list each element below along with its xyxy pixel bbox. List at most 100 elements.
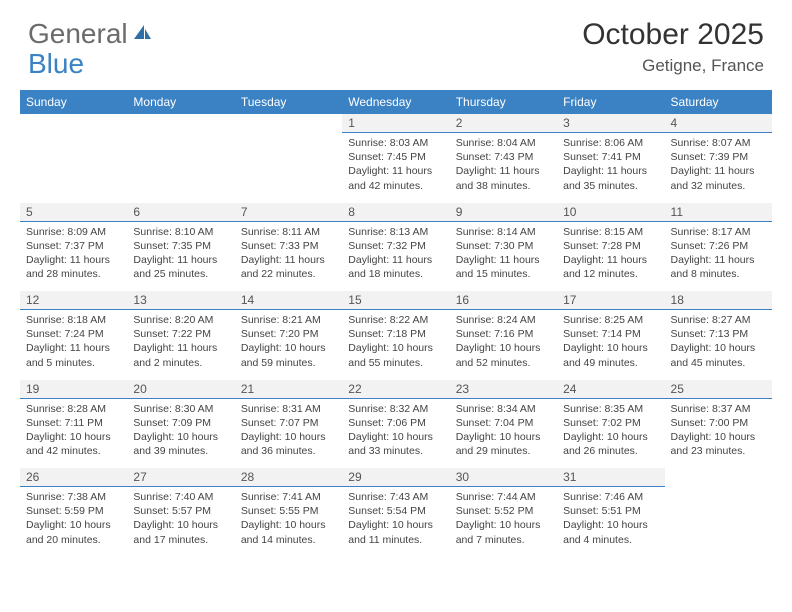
daylight-line-1: Daylight: 10 hours xyxy=(348,518,443,532)
daylight-line-1: Daylight: 10 hours xyxy=(348,341,443,355)
daylight-line-1: Daylight: 10 hours xyxy=(26,430,121,444)
day-content-cell: Sunrise: 8:18 AMSunset: 7:24 PMDaylight:… xyxy=(20,310,127,380)
day-header: Thursday xyxy=(450,90,557,114)
sunrise-line: Sunrise: 8:11 AM xyxy=(241,225,336,239)
sunset-line: Sunset: 7:02 PM xyxy=(563,416,658,430)
day-content-cell: Sunrise: 8:17 AMSunset: 7:26 PMDaylight:… xyxy=(665,221,772,291)
sunrise-line: Sunrise: 8:14 AM xyxy=(456,225,551,239)
sunrise-line: Sunrise: 8:09 AM xyxy=(26,225,121,239)
daylight-line-2: and 12 minutes. xyxy=(563,267,658,281)
sunset-line: Sunset: 7:45 PM xyxy=(348,150,443,164)
calendar-table: SundayMondayTuesdayWednesdayThursdayFrid… xyxy=(20,90,772,557)
sunset-line: Sunset: 7:24 PM xyxy=(26,327,121,341)
day-number-cell: 28 xyxy=(235,468,342,487)
daylight-line-2: and 59 minutes. xyxy=(241,356,336,370)
sunrise-line: Sunrise: 8:32 AM xyxy=(348,402,443,416)
day-header: Wednesday xyxy=(342,90,449,114)
daylight-line-1: Daylight: 11 hours xyxy=(348,164,443,178)
sunset-line: Sunset: 7:22 PM xyxy=(133,327,228,341)
daylight-line-2: and 2 minutes. xyxy=(133,356,228,370)
daylight-line-2: and 5 minutes. xyxy=(26,356,121,370)
day-number-row: 19202122232425 xyxy=(20,380,772,399)
day-number-cell: 11 xyxy=(665,203,772,222)
daylight-line-2: and 33 minutes. xyxy=(348,444,443,458)
sunrise-line: Sunrise: 8:10 AM xyxy=(133,225,228,239)
day-number-cell: 1 xyxy=(342,114,449,133)
day-number-cell xyxy=(235,114,342,133)
sunset-line: Sunset: 5:51 PM xyxy=(563,504,658,518)
day-content-cell: Sunrise: 8:32 AMSunset: 7:06 PMDaylight:… xyxy=(342,398,449,468)
daylight-line-1: Daylight: 10 hours xyxy=(456,341,551,355)
day-number-row: 1234 xyxy=(20,114,772,133)
day-content-cell: Sunrise: 8:25 AMSunset: 7:14 PMDaylight:… xyxy=(557,310,664,380)
sunrise-line: Sunrise: 7:38 AM xyxy=(26,490,121,504)
day-content-cell: Sunrise: 8:22 AMSunset: 7:18 PMDaylight:… xyxy=(342,310,449,380)
daylight-line-2: and 28 minutes. xyxy=(26,267,121,281)
day-content-cell: Sunrise: 8:34 AMSunset: 7:04 PMDaylight:… xyxy=(450,398,557,468)
sunrise-line: Sunrise: 7:41 AM xyxy=(241,490,336,504)
sunrise-line: Sunrise: 7:43 AM xyxy=(348,490,443,504)
sunrise-line: Sunrise: 8:17 AM xyxy=(671,225,766,239)
sunset-line: Sunset: 5:57 PM xyxy=(133,504,228,518)
day-number-cell xyxy=(665,468,772,487)
sunrise-line: Sunrise: 7:40 AM xyxy=(133,490,228,504)
day-number-cell: 29 xyxy=(342,468,449,487)
daylight-line-1: Daylight: 10 hours xyxy=(456,430,551,444)
daylight-line-2: and 55 minutes. xyxy=(348,356,443,370)
day-number-row: 12131415161718 xyxy=(20,291,772,310)
day-number-cell: 22 xyxy=(342,380,449,399)
day-content-row: Sunrise: 8:28 AMSunset: 7:11 PMDaylight:… xyxy=(20,398,772,468)
daylight-line-1: Daylight: 10 hours xyxy=(133,518,228,532)
sunrise-line: Sunrise: 7:46 AM xyxy=(563,490,658,504)
daylight-line-1: Daylight: 10 hours xyxy=(241,430,336,444)
day-content-row: Sunrise: 8:18 AMSunset: 7:24 PM Daylight:… xyxy=(20,310,772,380)
day-content-cell: Sunrise: 8:30 AMSunset: 7:09 PMDaylight:… xyxy=(127,398,234,468)
daylight-line-2: and 18 minutes. xyxy=(348,267,443,281)
sunrise-line: Sunrise: 8:27 AM xyxy=(671,313,766,327)
sunrise-line: Sunrise: 8:37 AM xyxy=(671,402,766,416)
day-number-cell: 26 xyxy=(20,468,127,487)
daylight-line-1: Daylight: 10 hours xyxy=(26,518,121,532)
daylight-line-1: Daylight: 11 hours xyxy=(563,253,658,267)
day-header: Friday xyxy=(557,90,664,114)
daylight-line-2: and 49 minutes. xyxy=(563,356,658,370)
daylight-line-1: Daylight: 10 hours xyxy=(133,430,228,444)
day-content-cell xyxy=(665,487,772,557)
day-number-cell: 30 xyxy=(450,468,557,487)
daylight-line-2: and 22 minutes. xyxy=(241,267,336,281)
sunrise-line: Sunrise: 8:18 AM xyxy=(26,313,121,327)
daylight-line-2: and 15 minutes. xyxy=(456,267,551,281)
daylight-line-1: Daylight: 10 hours xyxy=(241,341,336,355)
day-content-cell: Sunrise: 8:10 AMSunset: 7:35 PMDaylight:… xyxy=(127,221,234,291)
day-content-cell: Sunrise: 8:07 AMSunset: 7:39 PMDaylight:… xyxy=(665,133,772,203)
day-number-cell: 21 xyxy=(235,380,342,399)
day-number-cell: 2 xyxy=(450,114,557,133)
sunset-line: Sunset: 7:41 PM xyxy=(563,150,658,164)
sunrise-line: Sunrise: 8:24 AM xyxy=(456,313,551,327)
day-number-cell: 5 xyxy=(20,203,127,222)
sunset-line: Sunset: 7:30 PM xyxy=(456,239,551,253)
day-content-cell: Sunrise: 8:04 AMSunset: 7:43 PMDaylight:… xyxy=(450,133,557,203)
daylight-line-1: Daylight: 10 hours xyxy=(456,518,551,532)
day-number-cell: 17 xyxy=(557,291,664,310)
sunset-line: Sunset: 7:18 PM xyxy=(348,327,443,341)
sunrise-line: Sunrise: 8:03 AM xyxy=(348,136,443,150)
day-number-cell: 20 xyxy=(127,380,234,399)
sunset-line: Sunset: 5:54 PM xyxy=(348,504,443,518)
daylight-line-1: Daylight: 10 hours xyxy=(563,518,658,532)
sunset-line: Sunset: 7:16 PM xyxy=(456,327,551,341)
day-content-cell: Sunrise: 8:31 AMSunset: 7:07 PMDaylight:… xyxy=(235,398,342,468)
day-number-cell: 4 xyxy=(665,114,772,133)
sunset-line: Sunset: 7:04 PM xyxy=(456,416,551,430)
daylight-line-2: and 42 minutes. xyxy=(348,179,443,193)
header: General October 2025 Getigne, France xyxy=(0,0,792,84)
daylight-line-2: and 36 minutes. xyxy=(241,444,336,458)
day-number-cell: 25 xyxy=(665,380,772,399)
sunset-line: Sunset: 7:11 PM xyxy=(26,416,121,430)
daylight-line-1: Daylight: 10 hours xyxy=(241,518,336,532)
day-content-cell: Sunrise: 7:46 AMSunset: 5:51 PMDaylight:… xyxy=(557,487,664,557)
day-number-cell: 14 xyxy=(235,291,342,310)
day-content-cell: Sunrise: 8:06 AMSunset: 7:41 PMDaylight:… xyxy=(557,133,664,203)
day-content-cell: Sunrise: 8:03 AMSunset: 7:45 PMDaylight:… xyxy=(342,133,449,203)
day-content-cell: Sunrise: 8:11 AMSunset: 7:33 PMDaylight:… xyxy=(235,221,342,291)
